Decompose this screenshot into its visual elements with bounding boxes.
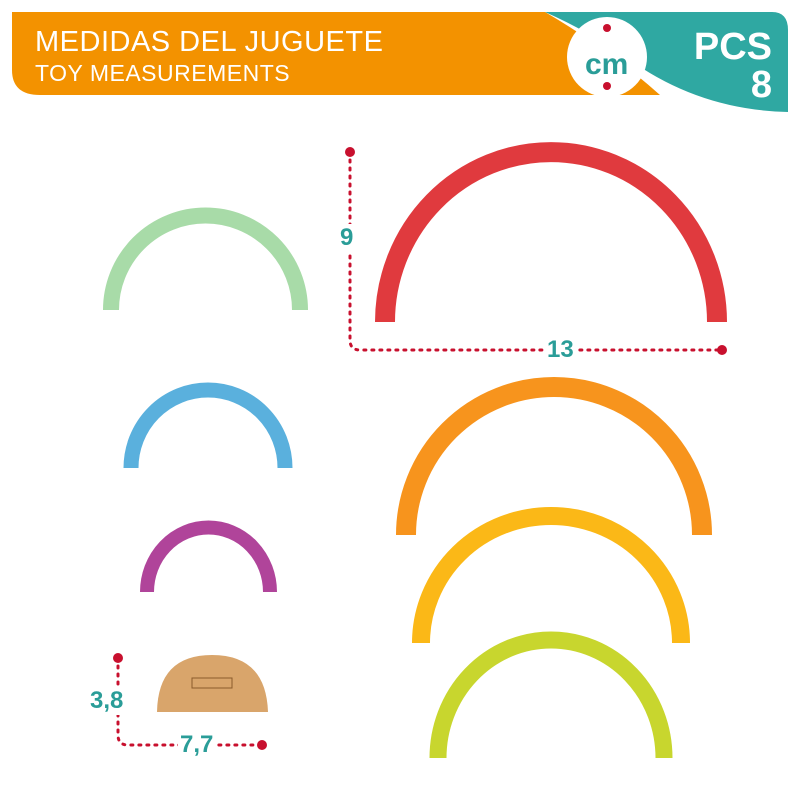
arch-light-green — [103, 207, 308, 311]
unit-label: cm — [585, 48, 629, 81]
small-height-label: 3,8 — [88, 687, 126, 715]
pieces-badge: PCS 8 — [694, 28, 772, 104]
large-height-label: 9 — [338, 224, 356, 252]
arch-lime — [429, 631, 673, 759]
arch-purple — [140, 520, 277, 593]
arches — [103, 142, 727, 759]
dot — [603, 24, 611, 32]
arch-yellow — [412, 507, 690, 644]
pcs-label: PCS — [693, 26, 772, 68]
arch-orange — [396, 377, 712, 536]
arch-red — [375, 142, 727, 323]
wood-half-disc — [157, 655, 268, 712]
cm-badge-circle — [567, 17, 647, 97]
small-width-label: 7,7 — [178, 731, 216, 759]
title-spanish: MEDIDAS DEL JUGUETE — [35, 26, 384, 58]
large-width-label: 13 — [545, 336, 576, 364]
dimension-dots — [113, 147, 727, 750]
arch-blue — [123, 382, 293, 469]
title-english: TOY MEASUREMENTS — [35, 60, 291, 86]
pcs-count: 8 — [750, 64, 772, 106]
logo-stamp — [191, 677, 233, 689]
header-banner — [12, 12, 660, 95]
dot — [603, 82, 611, 90]
